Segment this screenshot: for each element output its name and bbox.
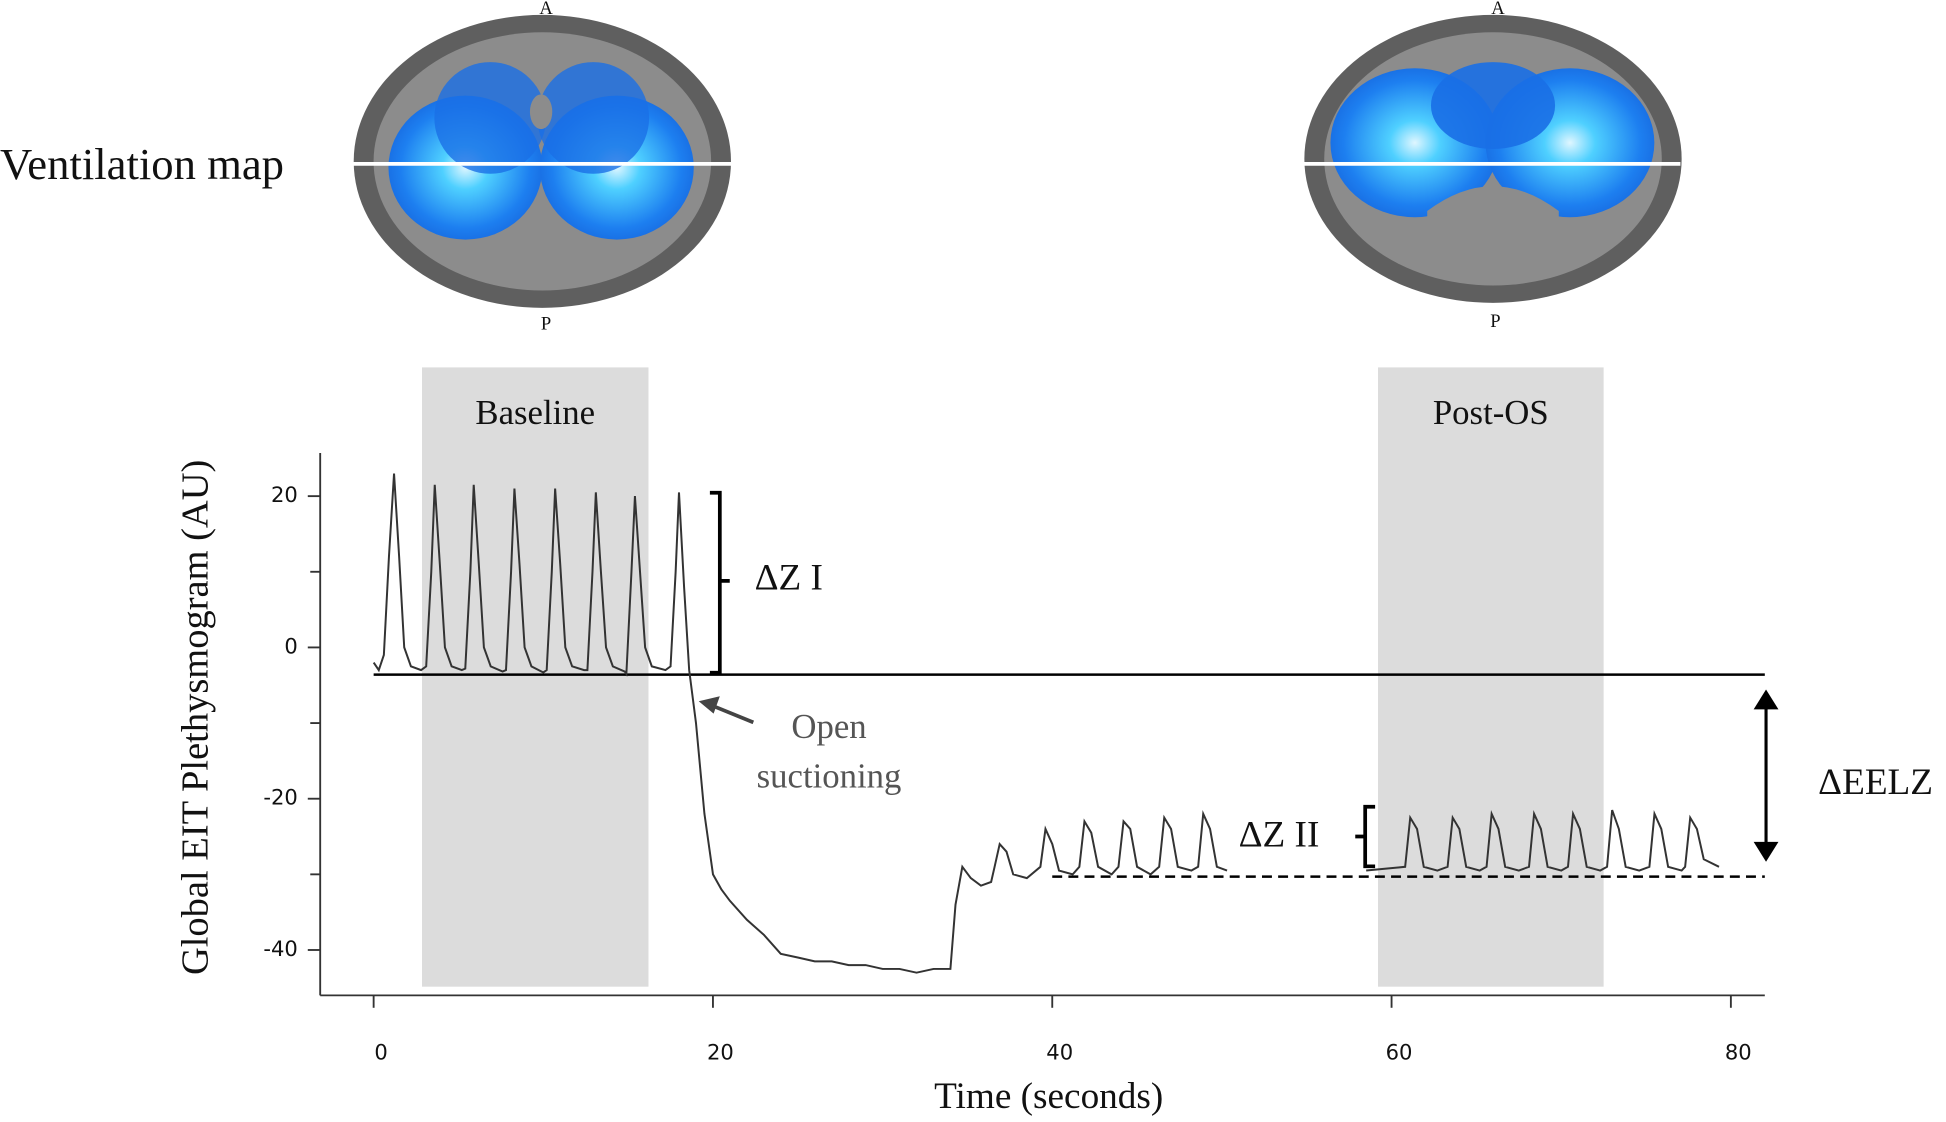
x-tick-label: 60 [1386,1040,1413,1065]
map-top-label: A [539,0,553,19]
annotation: ΔZ I [755,557,823,598]
ventilation-map [1301,14,1682,303]
ventilation-map [351,14,731,308]
shaded-region [421,367,649,987]
x-tick-label: 40 [1046,1040,1073,1065]
x-tick-label: 80 [1725,1040,1752,1065]
arrow-head [698,696,720,714]
pointer-arrow [712,704,755,725]
plethysmogram-line [372,473,1720,974]
y-tick-label: -40 [263,936,297,961]
map-label: Ventilation map [0,139,284,189]
annotation: ΔZ II [1239,814,1320,855]
map-bottom-label: P [1490,311,1500,332]
bracket [709,490,730,675]
y-tick-label: -20 [263,785,297,810]
y-tick-label: 20 [271,482,298,507]
arrow-head [1753,689,1779,710]
shaded-region [1377,367,1604,987]
annotation: ΔEELZ [1818,762,1933,803]
y-tick-label: 0 [284,633,297,658]
map-bottom-label: P [541,313,551,334]
plot: Baseline Post-OS 20 0 -20 -40 0 20 40 60 80 ΔZ I ΔZ … [263,367,1933,1065]
bracket [1355,804,1376,869]
region-label: Baseline [475,393,595,432]
region-label: Post-OS [1433,393,1549,432]
annotation: suctioning [757,756,902,795]
y-axis-label: Global EIT Plethysmogram (AU) [174,460,216,975]
x-tick-label: 0 [374,1040,387,1065]
annotation: Open [791,707,866,746]
map-top-label: A [1491,0,1505,19]
arrow-head [1753,841,1779,862]
x-tick-label: 20 [707,1040,734,1065]
x-axis-label: Time (seconds) [934,1076,1163,1117]
